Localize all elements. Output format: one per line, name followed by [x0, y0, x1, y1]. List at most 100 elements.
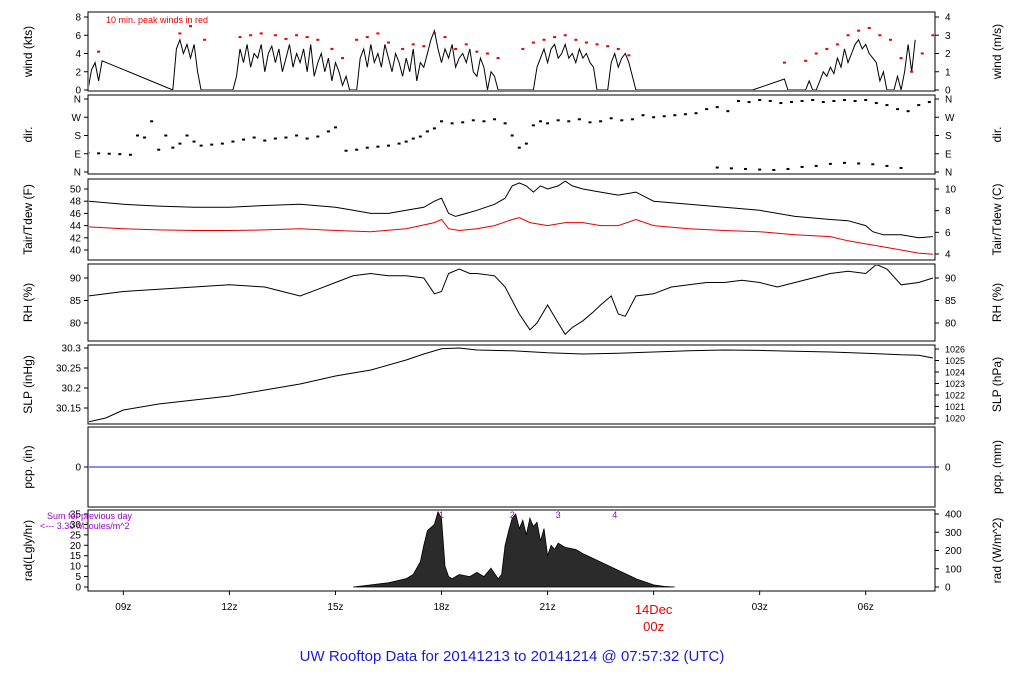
- temp-frame: [87, 178, 936, 261]
- dir-point: [107, 152, 111, 155]
- dir-point: [517, 146, 521, 149]
- dir-point: [779, 102, 783, 105]
- wind-left-tick-label: 4: [75, 49, 81, 60]
- rad-left-axis-label: rad(Lgly/hr): [21, 520, 35, 581]
- slp-left-tick-label: 30.15: [56, 404, 81, 415]
- slp-right-tick-label: 1025: [945, 356, 965, 366]
- dir-point: [768, 100, 772, 103]
- dir-point: [620, 119, 624, 122]
- dir-point: [143, 136, 147, 139]
- dir-point: [425, 130, 429, 133]
- dir-point: [432, 127, 436, 130]
- rh-right-tick-label: 85: [945, 296, 957, 307]
- dir-point: [758, 99, 762, 102]
- dir-point: [305, 137, 309, 140]
- slp-right-tick-label: 1020: [945, 414, 965, 424]
- dir-point: [326, 130, 330, 133]
- pcp-left-tick-label: 0: [75, 463, 81, 474]
- pcp-right-tick-label: 0: [945, 463, 951, 474]
- rad-right-axis-label: rad (W/m^2): [990, 518, 1004, 584]
- wind-right-tick-label: 4: [945, 13, 951, 24]
- wind-peak-point: [305, 36, 309, 39]
- wind-peak-point: [485, 52, 489, 55]
- dir-point: [789, 101, 793, 104]
- wind-peak-point: [454, 47, 458, 50]
- wind-left-axis-label: wind (kts): [21, 26, 35, 78]
- dir-point: [252, 136, 256, 139]
- wind-peak-point: [464, 43, 468, 46]
- dir-right-tick-label: N: [945, 168, 952, 179]
- dir-point: [192, 140, 196, 143]
- dir-point: [917, 104, 921, 107]
- dir-point: [397, 142, 401, 145]
- wind-peak-point: [857, 29, 861, 32]
- wind-peak-point: [910, 70, 914, 73]
- dir-right-tick-label: W: [945, 113, 955, 124]
- rad-summary-line-2: <--- 3.30 MJoules/m^2: [40, 521, 130, 531]
- wind-peak-point: [825, 47, 829, 50]
- dir-point: [673, 114, 677, 117]
- slp-left-tick-label: 30.2: [62, 384, 82, 395]
- dir-point: [344, 149, 348, 152]
- dir-point: [386, 144, 390, 147]
- dir-left-axis-label: dir.: [21, 126, 35, 142]
- wind-peak-point: [316, 38, 320, 41]
- dir-point: [295, 134, 299, 137]
- wind-peak-point: [259, 32, 263, 35]
- rad-left-tick-label: 35: [70, 510, 82, 521]
- dir-point: [885, 104, 889, 107]
- dir-point: [418, 135, 422, 138]
- dir-point: [524, 142, 528, 145]
- dir-point: [588, 121, 592, 124]
- wind-right-axis-label: wind (m/s): [990, 24, 1004, 80]
- wind-left-tick-label: 0: [75, 86, 81, 97]
- wind-peak-point: [284, 37, 288, 40]
- dir-left-tick-label: N: [74, 95, 81, 106]
- rad-right-tick-label: 300: [945, 528, 962, 539]
- dir-point: [510, 134, 514, 137]
- rad-left-tick-label: 10: [70, 562, 82, 573]
- dir-left-tick-label: E: [74, 149, 81, 160]
- dir-point: [178, 142, 182, 145]
- rh-right-tick-label: 90: [945, 274, 957, 285]
- wind-peak-point: [531, 41, 535, 44]
- dir-point: [729, 167, 733, 170]
- dir-point: [641, 114, 645, 117]
- dir-point: [450, 122, 454, 125]
- dir-point: [171, 146, 175, 149]
- wind-peak-point: [878, 34, 882, 37]
- temp-series-group: [89, 180, 933, 255]
- dir-point: [857, 162, 861, 165]
- wind-peak-point: [249, 34, 253, 37]
- slp-series-slp: [89, 347, 933, 423]
- slp-right-tick-label: 1026: [945, 345, 965, 355]
- rad-marker-label: 4: [612, 510, 617, 520]
- dir-point: [927, 101, 931, 104]
- wind-right-tick-label: 1: [945, 67, 951, 78]
- rh-left-tick-label: 90: [70, 274, 82, 285]
- wind-peak-point: [899, 57, 903, 60]
- rad-marker-label: 3: [556, 510, 561, 520]
- chart-title: UW Rooftop Data for 20141213 to 20141214…: [299, 648, 725, 665]
- dir-point: [482, 120, 486, 123]
- wind-peak-point: [584, 41, 588, 44]
- dir-point: [440, 120, 444, 123]
- dir-point: [461, 121, 465, 124]
- temp-left-tick-label: 48: [70, 197, 82, 208]
- panel-wind: 0 2 4 6 8 0 1 2 3 4 wind (kts) wind (m/s) 10 min. pe…: [21, 11, 1004, 97]
- dir-point: [531, 124, 535, 127]
- rh-left-tick-label: 85: [70, 296, 82, 307]
- dir-point: [404, 140, 408, 143]
- temp-series-tair: [89, 180, 933, 239]
- temp-right-tick-label: 4: [945, 250, 951, 261]
- rh-right-axis-label: RH (%): [990, 283, 1004, 322]
- rad-left-tick-label: 15: [70, 551, 82, 562]
- dir-point: [705, 108, 709, 111]
- dir-point: [199, 144, 203, 147]
- dir-point: [411, 137, 415, 140]
- temp-left-axis-label: Tair/Tdew (F): [21, 184, 35, 255]
